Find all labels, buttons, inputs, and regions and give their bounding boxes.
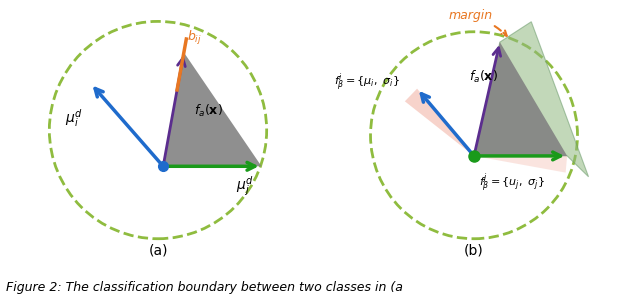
Text: (b): (b) bbox=[464, 243, 484, 257]
Polygon shape bbox=[474, 156, 567, 173]
Text: $f_a(\mathbf{x})$: $f_a(\mathbf{x})$ bbox=[194, 103, 223, 119]
Text: $b_{ij}$: $b_{ij}$ bbox=[187, 29, 202, 47]
Polygon shape bbox=[163, 52, 262, 166]
Polygon shape bbox=[474, 42, 567, 156]
Text: $f_a(\mathbf{x})$: $f_a(\mathbf{x})$ bbox=[469, 69, 497, 85]
Text: $f_{\beta}^{j}=\{u_j,\ \sigma_j\}$: $f_{\beta}^{j}=\{u_j,\ \sigma_j\}$ bbox=[479, 172, 545, 196]
Text: $\mu_i^d$: $\mu_i^d$ bbox=[65, 107, 83, 128]
Text: (a): (a) bbox=[149, 243, 167, 257]
Text: $f_{\beta}^{i}=\{\mu_i,\ \sigma_i\}$: $f_{\beta}^{i}=\{\mu_i,\ \sigma_i\}$ bbox=[334, 72, 400, 94]
Polygon shape bbox=[405, 89, 474, 156]
Text: margin: margin bbox=[448, 9, 507, 36]
Text: Figure 2: The classification boundary between two classes in (a: Figure 2: The classification boundary be… bbox=[6, 281, 403, 294]
Text: $\mu_j^d$: $\mu_j^d$ bbox=[236, 174, 253, 198]
Polygon shape bbox=[474, 22, 588, 177]
